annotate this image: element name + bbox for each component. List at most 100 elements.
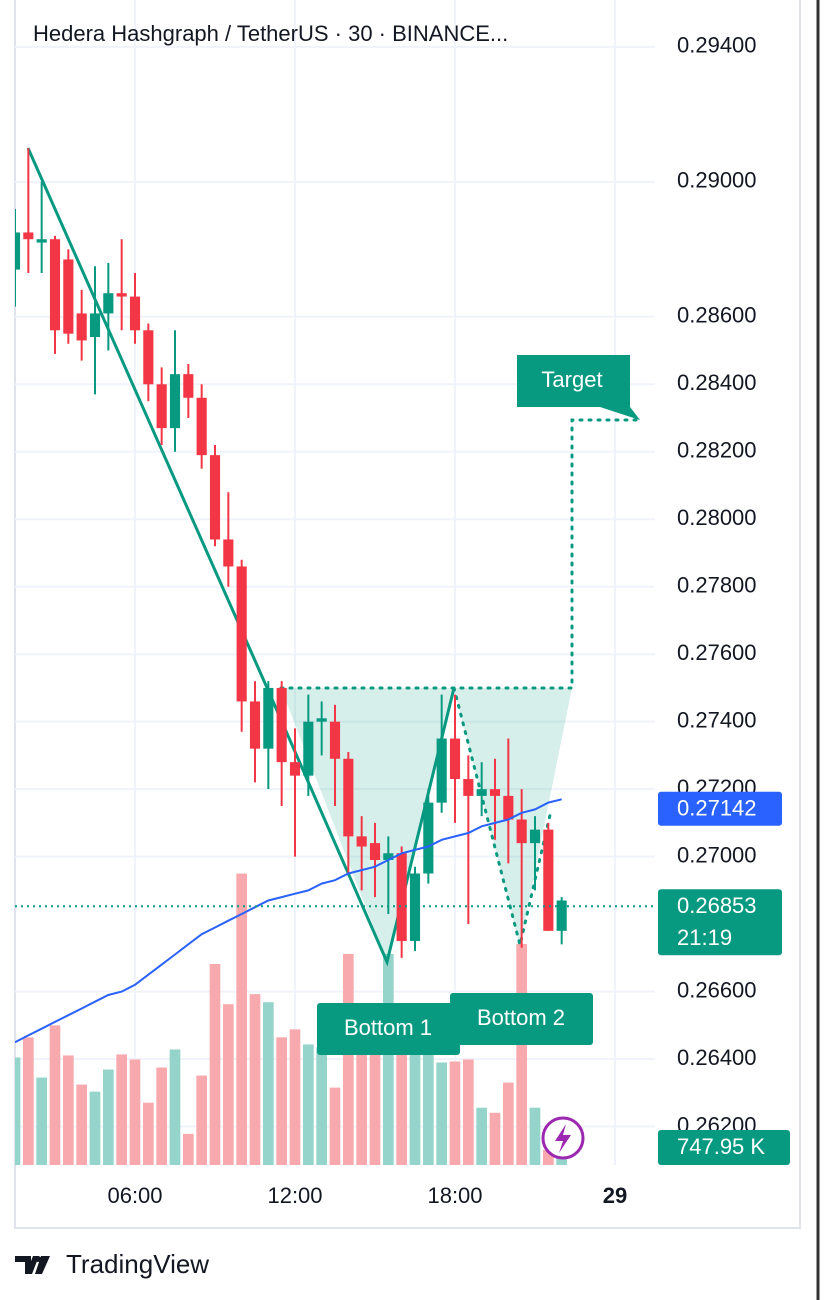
volume-bar: [289, 1029, 301, 1165]
volume-bar: [476, 1107, 487, 1165]
brand: TradingView: [15, 1249, 209, 1279]
brand-name: TradingView: [66, 1249, 209, 1279]
volume-bar: [396, 1044, 407, 1165]
volume-last: 747.95 K: [677, 1134, 765, 1159]
volume-bar: [356, 1044, 367, 1165]
y-tick-label: 0.27600: [677, 640, 757, 665]
y-tick-label: 0.28200: [677, 438, 757, 463]
pattern-fill: [281, 688, 454, 962]
annotation-box: [317, 1003, 460, 1055]
volume-bar: [556, 1154, 567, 1165]
candle-body: [369, 843, 381, 861]
annotation-box: [517, 355, 640, 420]
volume-bar: [303, 1044, 314, 1165]
volume-bar: [423, 1054, 434, 1165]
candle-body: [63, 259, 74, 334]
volume-bar: [463, 1059, 474, 1165]
candle-body: [129, 296, 141, 331]
volumes: [15, 873, 567, 1165]
y-tick-label: 0.29000: [677, 168, 757, 193]
volume-bar: [15, 1057, 21, 1165]
y-tick-label: 0.27400: [677, 707, 757, 732]
candle-body: [223, 539, 234, 567]
y-tick-label: 0.28000: [677, 505, 757, 530]
candle-body: [116, 293, 127, 297]
volume-bar: [23, 1037, 34, 1165]
candle-body: [236, 566, 247, 702]
volume-badge: [658, 1130, 790, 1165]
volume-bar: [209, 964, 221, 1165]
volume-bar: [343, 953, 354, 1165]
volume-bar: [76, 1084, 87, 1165]
candle-body: [89, 313, 101, 338]
candle-body: [383, 853, 394, 861]
volume-bar: [196, 1075, 207, 1165]
candle-body: [23, 232, 34, 240]
volume-bar: [383, 953, 394, 1165]
x-tick-label: 12:00: [267, 1183, 322, 1208]
candle-body: [516, 819, 527, 844]
volume-bar: [63, 1055, 74, 1165]
moving-average: [15, 798, 562, 1044]
candle-body: [156, 384, 167, 429]
volume-bar: [369, 1044, 381, 1165]
brand-logo-dot: [35, 1256, 41, 1262]
volume-bar: [169, 1049, 181, 1165]
y-tick-label: 0.26600: [677, 977, 757, 1002]
candle-body: [289, 762, 301, 776]
chart-title: Hedera Hashgraph / TetherUS · 30 · BINAN…: [33, 21, 508, 46]
volume-bar: [409, 1049, 421, 1165]
overlay: Target Bottom 1 Bottom 2: [317, 355, 640, 1160]
y-tick-label: 0.28400: [677, 370, 757, 395]
volume-bar: [143, 1102, 154, 1165]
ma-price-badge: [658, 791, 782, 826]
candle-body: [263, 687, 274, 749]
volume-bar: [329, 1087, 341, 1165]
annotation-label: Bottom 2: [477, 1005, 565, 1030]
volume-bar: [103, 1069, 114, 1165]
candle-body: [103, 293, 114, 314]
candle-body: [249, 701, 261, 749]
candles: [15, 148, 655, 1044]
volume-bar: [223, 1004, 234, 1165]
volume-bar: [543, 1149, 554, 1165]
volume-bar: [529, 1107, 541, 1165]
candle-body: [76, 313, 87, 341]
candle-body: [49, 239, 61, 331]
candle-body: [356, 836, 367, 847]
volume-bar: [249, 994, 261, 1165]
candle-body: [423, 802, 434, 874]
volume-bar: [449, 1061, 461, 1165]
candle-body: [209, 455, 221, 540]
annotation-box: [450, 993, 593, 1045]
neckline: [279, 418, 642, 690]
candle-body: [476, 789, 487, 796]
candle-body: [529, 829, 541, 844]
annotation-label: Bottom 1: [344, 1015, 432, 1040]
price-badges: 0.27142 0.26853 21:19 747.95 K: [658, 791, 790, 1165]
y-tick-label: 0.29400: [677, 33, 757, 58]
trend-line: [26, 147, 456, 967]
volume-bar: [36, 1077, 47, 1165]
candle-body: [489, 789, 501, 796]
candle-body: [196, 397, 207, 456]
candle-body: [143, 330, 154, 385]
x-tick-label: 18:00: [427, 1183, 482, 1208]
candle-body: [409, 873, 421, 941]
volume-bar: [156, 1067, 167, 1165]
volume-bar: [316, 1047, 327, 1165]
volume-bar: [276, 1037, 287, 1165]
volume-bar: [183, 1133, 194, 1165]
candle-body: [303, 721, 314, 776]
volume-bar: [129, 1059, 141, 1165]
candle-body: [329, 721, 341, 759]
candle-body: [36, 239, 47, 243]
candle-body: [503, 795, 514, 820]
candle-body: [316, 718, 327, 722]
last-price-badge: [658, 889, 782, 956]
candle-body: [343, 758, 354, 837]
candle-body: [449, 738, 461, 780]
lightning-glyph: [555, 1124, 571, 1153]
